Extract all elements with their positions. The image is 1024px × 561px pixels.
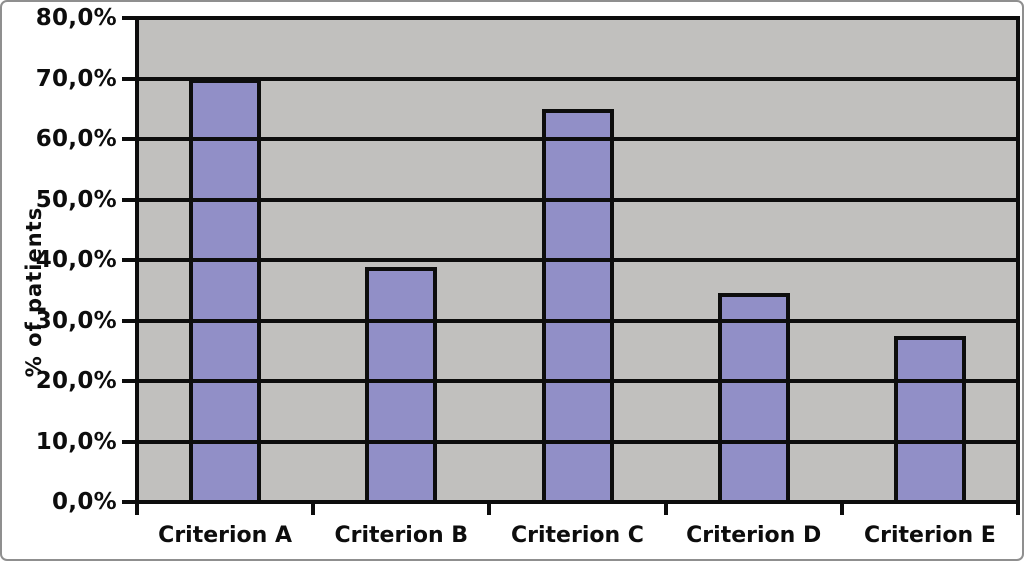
x-category-label: Criterion A xyxy=(158,523,292,548)
y-tick xyxy=(122,137,137,141)
x-category-label: Criterion E xyxy=(863,523,996,548)
x-category-label: Criterion C xyxy=(511,523,644,548)
bar-criterion-a[interactable] xyxy=(189,78,262,502)
gridline xyxy=(139,137,1016,141)
x-tick xyxy=(1016,502,1020,515)
y-tick-label: 40,0% xyxy=(35,247,117,273)
x-category-label: Criterion D xyxy=(686,523,822,548)
y-tick-label: 50,0% xyxy=(35,186,117,213)
y-tick-label: 10,0% xyxy=(35,428,117,455)
y-tick-label: 20,0% xyxy=(35,368,117,394)
y-tick-label: 30,0% xyxy=(35,307,117,334)
x-tick xyxy=(487,502,492,515)
gridline xyxy=(139,439,1016,444)
bar-criterion-c[interactable] xyxy=(541,109,614,502)
bar-criterion-b[interactable] xyxy=(365,267,438,502)
y-tick xyxy=(122,500,137,504)
bar-criterion-d[interactable] xyxy=(717,293,790,502)
y-tick xyxy=(122,318,137,323)
y-tick xyxy=(122,379,137,383)
bar-criterion-e[interactable] xyxy=(893,335,966,502)
x-tick xyxy=(311,502,316,515)
y-tick xyxy=(122,197,137,202)
gridline xyxy=(139,318,1016,323)
y-tick xyxy=(122,258,137,262)
x-category-label: Criterion B xyxy=(334,523,469,548)
gridline xyxy=(139,258,1016,262)
y-tick-label: 70,0% xyxy=(35,65,117,92)
gridline xyxy=(139,197,1016,202)
x-tick xyxy=(135,502,139,515)
y-tick-label: 0,0% xyxy=(52,489,117,515)
y-axis-title: % of patients xyxy=(22,206,46,378)
y-tick xyxy=(122,76,137,81)
x-tick xyxy=(663,502,668,515)
gridline xyxy=(139,379,1016,383)
y-tick xyxy=(122,439,137,444)
y-tick xyxy=(122,16,137,20)
y-tick-label: 80,0% xyxy=(35,5,117,31)
x-tick xyxy=(839,502,844,515)
gridline xyxy=(139,76,1016,81)
y-tick-label: 60,0% xyxy=(35,126,117,152)
